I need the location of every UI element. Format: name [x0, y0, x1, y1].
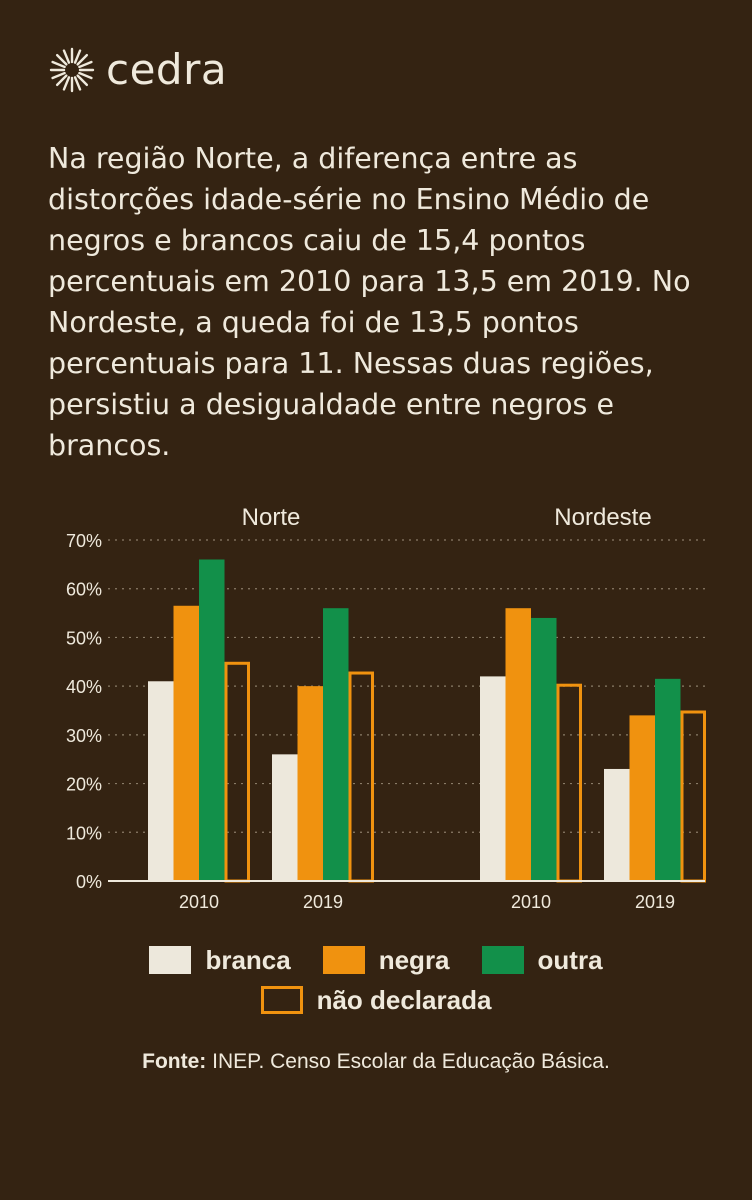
sun-burst-icon — [49, 47, 95, 93]
sun-ray — [78, 60, 93, 69]
bar — [148, 681, 174, 881]
legend-item-nao-declarada: não declarada — [260, 984, 492, 1016]
legend-label-outra: outra — [537, 944, 603, 975]
legend-item-outra: outra — [481, 944, 603, 976]
bar — [173, 605, 199, 881]
bar — [224, 661, 250, 883]
bar — [323, 608, 349, 881]
x-tick-label: 2010 — [179, 892, 219, 912]
legend-item-negra: negra — [322, 944, 450, 976]
bar — [348, 671, 374, 883]
sun-ray — [55, 74, 68, 87]
sun-ray — [62, 76, 71, 91]
y-tick-label: 40% — [66, 677, 102, 697]
brand-name: cedra — [106, 45, 228, 94]
legend: branca negra outra não declarada — [0, 940, 752, 1020]
y-tick-label: 30% — [66, 726, 102, 746]
x-tick-label: 2010 — [511, 892, 551, 912]
bar — [199, 559, 225, 881]
legend-item-branca: branca — [149, 944, 291, 976]
sun-ray — [78, 71, 93, 80]
group-label: Nordeste — [554, 504, 651, 531]
bar — [297, 686, 323, 881]
bar — [655, 678, 681, 881]
x-tick-label: 2019 — [635, 892, 675, 912]
y-tick-label: 50% — [66, 628, 102, 648]
sun-ray — [51, 71, 66, 80]
y-tick-label: 10% — [66, 823, 102, 843]
intro-text: Na região Norte, a diferença entre as di… — [48, 142, 691, 462]
brand: cedra — [48, 40, 227, 100]
bar — [480, 676, 506, 881]
sun-ray — [76, 74, 89, 87]
source-label: Fonte: — [142, 1050, 207, 1073]
sun-ray — [73, 49, 82, 64]
sun-ray — [76, 53, 89, 66]
bar — [680, 710, 706, 883]
legend-label-branca: branca — [205, 944, 291, 975]
y-tick-label: 60% — [66, 580, 102, 600]
bar — [629, 715, 655, 881]
bar — [272, 754, 298, 881]
legend-swatch-negra — [322, 946, 365, 974]
legend-label-nao-declarada: não declarada — [316, 984, 492, 1015]
y-tick-label: 70% — [66, 531, 102, 551]
bar — [505, 608, 531, 881]
legend-swatch-branca — [149, 946, 192, 974]
sun-ray — [73, 76, 82, 91]
legend-label-negra: negra — [378, 944, 450, 975]
y-tick-label: 0% — [76, 872, 102, 892]
source-text: INEP. Censo Escolar da Educação Básica. — [212, 1050, 610, 1073]
x-tick-label: 2019 — [303, 892, 343, 912]
legend-swatch-outra — [481, 946, 524, 974]
bar — [604, 768, 630, 881]
sun-ray — [51, 60, 66, 69]
group-label: Norte — [242, 504, 301, 531]
bar — [531, 617, 557, 881]
sun-ray — [62, 49, 71, 64]
bar-chart: 0% 10% 20% 30% 40% 50% 60% 70% 2010 2019 Norte 2010… — [66, 504, 706, 912]
y-tick-label: 20% — [66, 775, 102, 795]
sun-ray — [55, 53, 68, 66]
legend-swatch-nao-declarada — [260, 986, 303, 1014]
source-note: Fonte: INEP. Censo Escolar da Educação B… — [0, 1050, 752, 1074]
